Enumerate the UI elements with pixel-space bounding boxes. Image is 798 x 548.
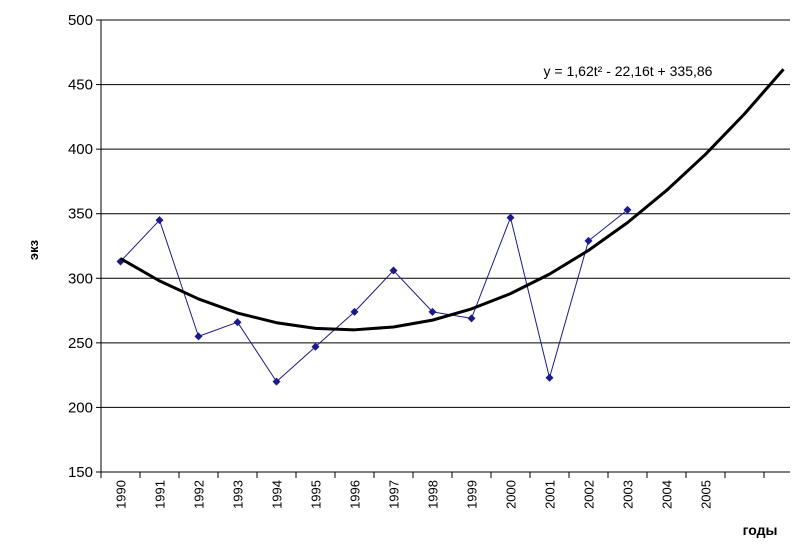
- x-tick-label: 2001: [543, 480, 558, 509]
- data-point: [389, 266, 398, 275]
- y-tick-label: 400: [68, 141, 93, 158]
- data-point: [233, 318, 242, 327]
- y-tick-label: 500: [68, 12, 93, 29]
- y-axis-label: экз: [26, 239, 41, 260]
- x-tick-label: 1992: [192, 480, 207, 509]
- data-point: [272, 377, 281, 386]
- x-tick-label: 2000: [504, 480, 519, 509]
- x-tick-label: 1994: [270, 480, 285, 509]
- x-tick-label: 1995: [309, 480, 324, 509]
- x-tick-label: 1993: [231, 480, 246, 509]
- x-tick-label: 1997: [387, 480, 402, 509]
- data-point: [194, 332, 203, 341]
- y-tick-label: 200: [68, 399, 93, 416]
- x-tick-label: 2003: [621, 480, 636, 509]
- data-point: [467, 314, 476, 323]
- x-tick-label: 1999: [465, 480, 480, 509]
- data-point: [311, 342, 320, 351]
- x-tick-label: 2004: [660, 480, 675, 509]
- annotation: y = 1,62t² - 22,16t + 335,86: [544, 63, 713, 79]
- data-point: [428, 307, 437, 316]
- data-point: [350, 307, 359, 316]
- x-axis-label: годы: [743, 522, 778, 538]
- y-tick-label: 450: [68, 77, 93, 94]
- data-point: [584, 236, 593, 245]
- x-tick-label: 2002: [582, 480, 597, 509]
- x-tick-label: 1998: [426, 480, 441, 509]
- series-line: [120, 209, 628, 383]
- y-tick-label: 300: [68, 270, 93, 287]
- data-point: [155, 216, 164, 225]
- data-point: [545, 373, 554, 382]
- x-tick-label: 1996: [348, 480, 363, 509]
- x-tick-label: 1990: [114, 480, 129, 509]
- y-tick-label: 150: [68, 464, 93, 481]
- trend-line: [119, 68, 785, 332]
- x-tick-label: 2005: [699, 480, 714, 509]
- data-point: [623, 205, 632, 214]
- y-tick-label: 350: [68, 206, 93, 223]
- x-tick-label: 1991: [153, 480, 168, 509]
- y-tick-label: 250: [68, 335, 93, 352]
- data-point: [506, 213, 515, 222]
